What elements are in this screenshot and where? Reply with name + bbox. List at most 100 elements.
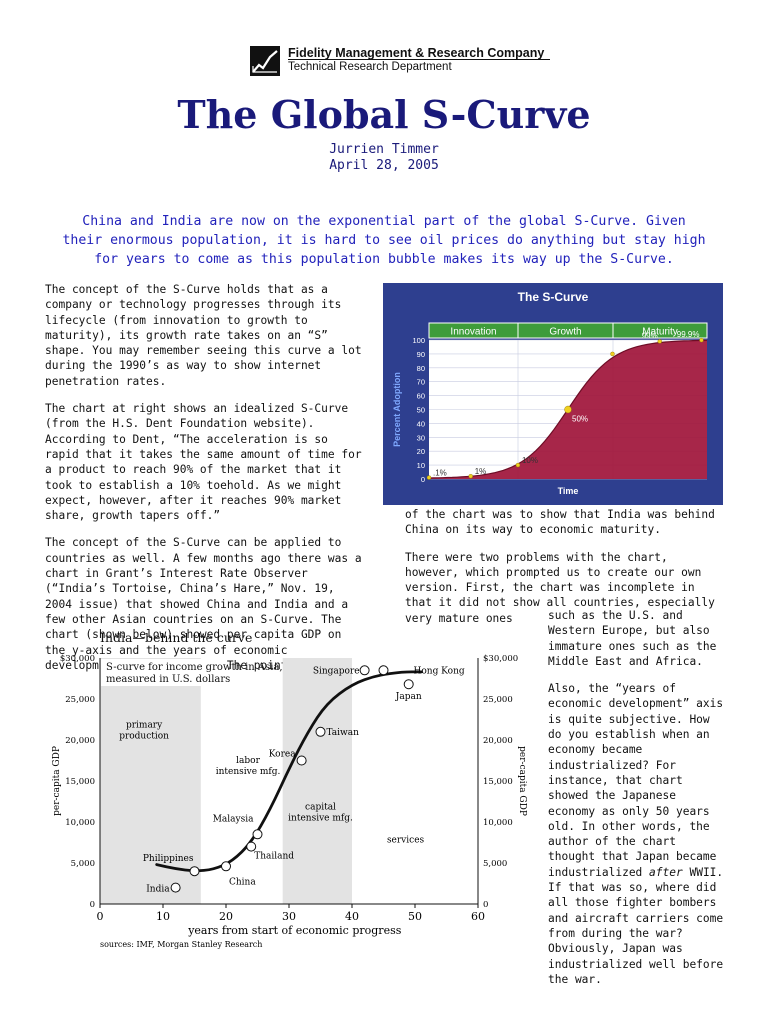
adoption-label: 10% <box>522 456 538 465</box>
y-tick-label: 80 <box>417 364 425 373</box>
date: April 28, 2005 <box>329 158 439 173</box>
author: Jurrien Timmer <box>329 142 439 157</box>
adoption-label: 50% <box>572 415 588 424</box>
paragraph-4-continued: such as the U.S. and Western Europe, but… <box>548 609 717 668</box>
paragraph-3-continued: of the chart was to show that India was … <box>405 508 715 537</box>
y-tick-label: 10,000 <box>65 818 95 828</box>
y-tick-label: 5,000 <box>71 859 95 869</box>
stage-label: intensive mfg. <box>216 767 281 777</box>
header-rule <box>288 59 550 60</box>
x-tick-label: 60 <box>471 910 485 923</box>
fidelity-logo-icon <box>250 46 280 76</box>
country-label: Malaysia <box>213 814 254 824</box>
page-title: The Global S-Curve <box>177 92 591 137</box>
adoption-point <box>468 474 473 479</box>
y-tick-label: 20,000 <box>65 736 95 746</box>
stage-label: capital <box>305 803 336 813</box>
stage-label: labor <box>236 756 260 766</box>
country-point <box>359 665 370 676</box>
y-tick-label-right: 5,000 <box>483 859 507 869</box>
chart-subtitle-line-2: measured in U.S. dollars <box>106 674 230 685</box>
income-s-curve <box>155 670 423 873</box>
x-tick-label: 10 <box>156 910 170 923</box>
stage-label: intensive mfg. <box>288 814 353 824</box>
country-point <box>252 829 263 840</box>
y-tick-label: 30 <box>417 433 425 442</box>
s-curve-chart: The S-Curve Innovation Growth Maturity 0 10 20… <box>383 283 723 505</box>
y-tick-label: 10 <box>417 461 425 470</box>
x-tick-label: 0 <box>97 910 104 923</box>
body-column-narrow: such as the U.S. and Western Europe, but… <box>548 608 728 999</box>
phase-label-growth: Growth <box>549 327 581 338</box>
y-axis-label-right: per-capita GDP <box>517 746 527 816</box>
adoption-label: 1% <box>475 467 487 476</box>
chart-source: sources: IMF, Morgan Stanley Research <box>100 940 262 949</box>
y-tick-label: 90 <box>417 350 425 359</box>
org-name: Fidelity Management & Research Company <box>288 46 545 60</box>
body-column-right: of the chart was to show that India was … <box>405 507 725 638</box>
y-tick-label-right: 15,000 <box>483 777 513 787</box>
adoption-label: 90% <box>594 344 610 353</box>
paragraph-5: Also, the “years of economic development… <box>548 681 728 987</box>
country-label: India <box>146 885 170 895</box>
y-tick-label: 100 <box>412 336 425 345</box>
country-point <box>378 665 389 676</box>
paragraph-2: The chart at right shows an idealized S-… <box>45 402 362 523</box>
y-axis-label: per-capita GDP <box>52 746 62 816</box>
country-label: Singapore <box>313 666 360 676</box>
y-tick-label: 70 <box>417 378 425 387</box>
y-tick-label-right: 0 <box>483 900 488 910</box>
x-tick-label: 20 <box>219 910 233 923</box>
x-tick-label: 30 <box>282 910 296 923</box>
y-tick-label-right: $30,000 <box>483 654 518 664</box>
y-tick-label: 0 <box>421 475 425 484</box>
phase-label-maturity: Maturity <box>642 327 678 338</box>
x-tick-label: 40 <box>345 910 359 923</box>
country-point <box>403 679 414 690</box>
paragraph-4: There were two problems with the chart, … <box>405 550 715 625</box>
country-point <box>246 841 257 852</box>
country-label: Hong Kong <box>414 666 465 676</box>
adoption-label: .1% <box>433 469 447 478</box>
country-point <box>170 882 181 893</box>
country-label: Philippines <box>143 854 194 864</box>
country-label: Korea <box>269 750 297 760</box>
stage-label: production <box>119 732 169 742</box>
x-tick-label: 50 <box>408 910 422 923</box>
dept-name: Technical Research Department <box>288 61 452 73</box>
y-tick-label: 40 <box>417 419 425 428</box>
adoption-point <box>657 339 662 344</box>
subtitle-box <box>101 659 222 686</box>
body-column-left: The concept of the S-Curve holds that as… <box>45 282 363 685</box>
adoption-label: 99.9% <box>677 330 700 339</box>
y-tick-label: 25,000 <box>65 695 95 705</box>
y-tick-label: 60 <box>417 392 425 401</box>
x-axis-label: Time <box>558 486 579 496</box>
india-behind-the-curve-chart: India—behind the curve S-curve for income… <box>52 630 527 949</box>
y-tick-label-right: 20,000 <box>483 736 513 746</box>
adoption-point <box>610 351 615 357</box>
country-point <box>221 861 231 872</box>
adoption-point <box>564 405 572 414</box>
country-label: China <box>229 877 256 887</box>
phase-header-maturity <box>612 322 708 339</box>
adoption-point <box>426 475 432 480</box>
paragraph-5-text-b: WWII. If that was so, where did all thos… <box>548 865 724 986</box>
chart-subtitle-line-1: S-curve for income growth in Asia, <box>106 662 283 673</box>
country-point <box>296 755 307 766</box>
adoption-point <box>515 462 521 468</box>
y-tick-label: $30,000 <box>60 654 95 664</box>
paragraph-5-text-a: Also, the “years of economic development… <box>548 682 724 879</box>
paragraph-5-emphasis: after <box>649 865 683 879</box>
country-point <box>189 866 200 877</box>
lead-paragraph: China and India are now on the exponenti… <box>62 214 706 267</box>
x-axis-label: years from start of economic progress <box>187 924 402 937</box>
adoption-point <box>699 337 704 343</box>
paragraph-1: The concept of the S-Curve holds that as… <box>45 283 362 388</box>
country-label: Thailand <box>254 852 294 862</box>
y-tick-label: 15,000 <box>65 777 95 787</box>
adoption-label: 99% <box>642 331 658 340</box>
y-tick-label-right: 10,000 <box>483 818 513 828</box>
country-point <box>315 726 326 737</box>
stage-label: primary <box>126 721 163 731</box>
